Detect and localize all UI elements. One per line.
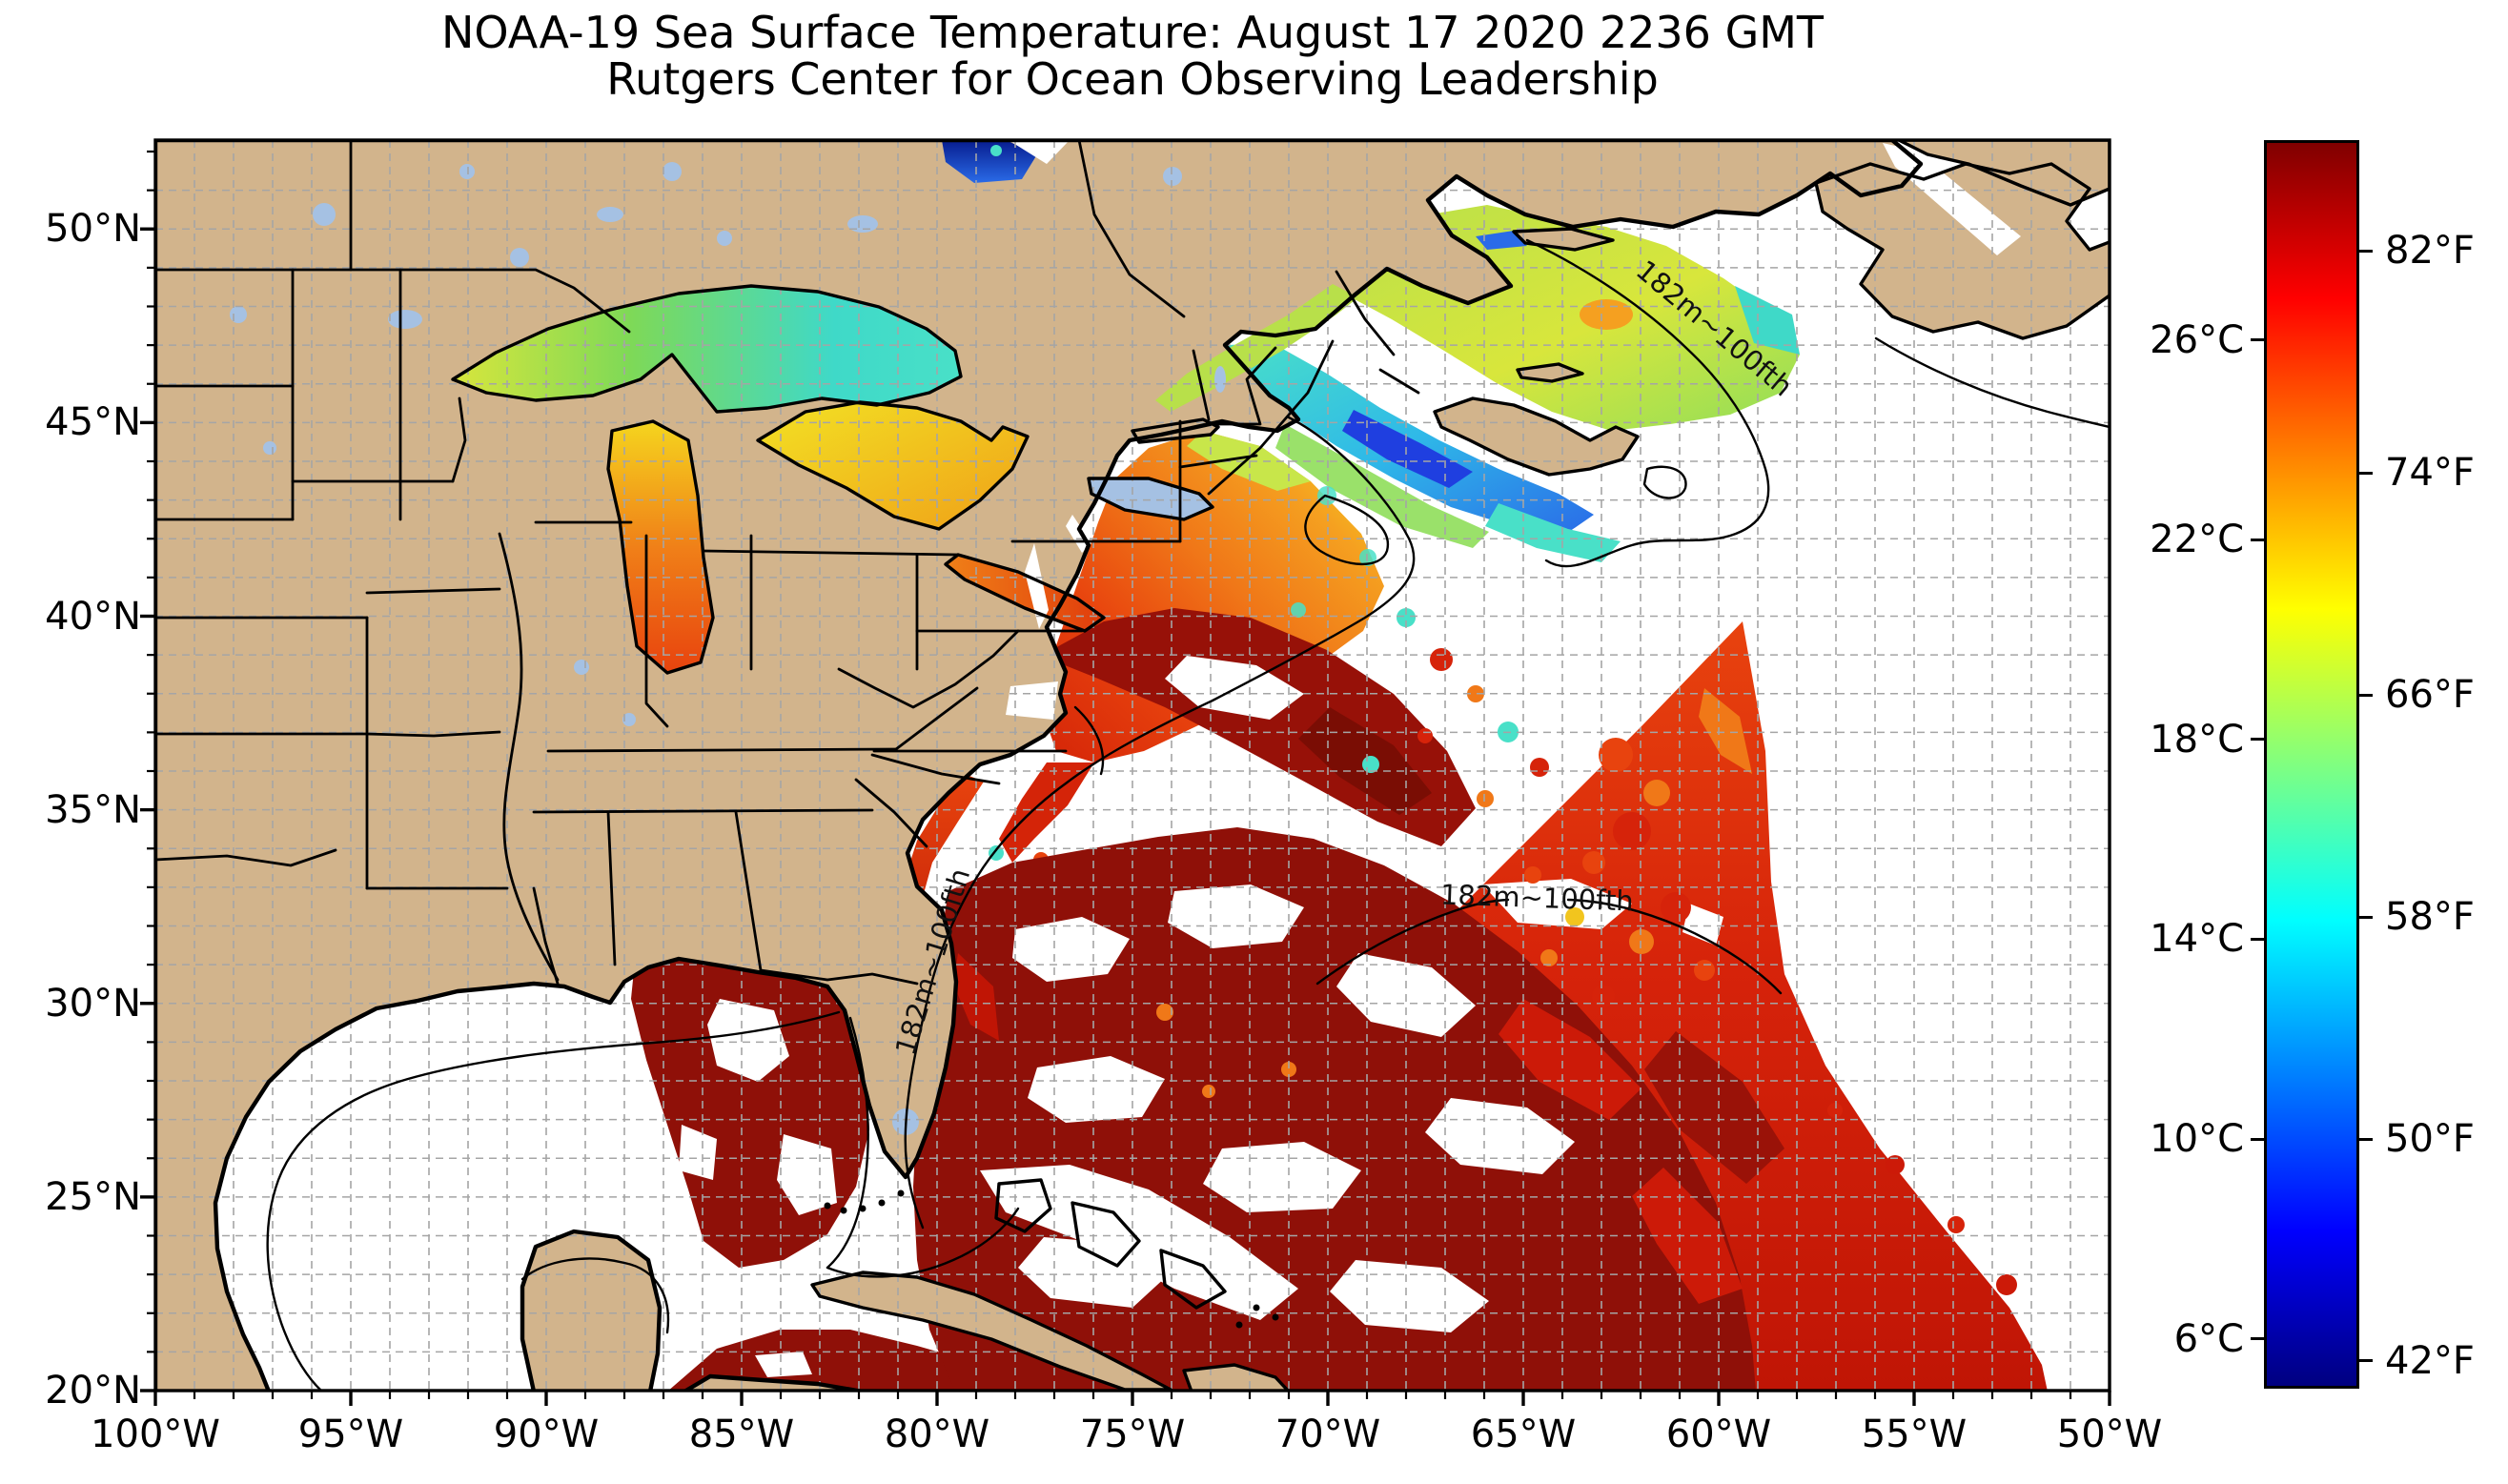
colorbar-tick xyxy=(2359,471,2373,475)
graticule xyxy=(155,140,2110,1391)
colorbar-fahrenheit-label: 74°F xyxy=(2385,451,2475,496)
sst-ocean-layer xyxy=(631,205,2048,1391)
colorbar-fahrenheit-label: 66°F xyxy=(2385,673,2475,718)
chesapeake-bay xyxy=(1025,543,1049,629)
colorbar-tick xyxy=(2359,915,2373,919)
colorbar-celsius-label: 26°C xyxy=(2150,317,2244,362)
colorbar-tick xyxy=(2251,1137,2264,1141)
hudson-bay-sst xyxy=(942,140,1037,183)
map-plot-area: 182m~100fth 182m~100fth 182m~100fth xyxy=(155,140,2110,1391)
page-title: NOAA-19 Sea Surface Temperature: August … xyxy=(440,7,1824,58)
delaware-bay xyxy=(1066,515,1091,553)
colorbar-celsius-label: 14°C xyxy=(2150,917,2244,962)
colorbar-tick xyxy=(2251,538,2264,541)
lon-tick-label: 70°W xyxy=(1274,1413,1381,1456)
colorbar-fahrenheit-label: 50°F xyxy=(2385,1117,2475,1161)
colorbar-tick xyxy=(2359,1359,2373,1363)
state-borders xyxy=(155,140,1420,986)
lon-tick-label: 50°W xyxy=(2056,1413,2163,1456)
florida-keys xyxy=(824,1189,905,1214)
st-lawrence-estuary xyxy=(1155,284,1358,412)
colorbar-celsius-label: 6°C xyxy=(2173,1316,2244,1361)
colorbar-tick xyxy=(2251,1337,2264,1341)
colorbar-celsius-label: 22°C xyxy=(2150,518,2244,562)
lon-tick-label: 85°W xyxy=(688,1413,795,1456)
page-subtitle: Rutgers Center for Ocean Observing Leade… xyxy=(606,53,1659,105)
lon-tick-label: 55°W xyxy=(1861,1413,1968,1456)
colorbar-tick xyxy=(2251,338,2264,342)
colorbar-fahrenheit-label: 58°F xyxy=(2385,895,2475,940)
lat-tick-label: 30°N xyxy=(45,981,141,1026)
depth-contour-layer xyxy=(266,238,2110,1391)
colorbar-tick xyxy=(2359,1137,2373,1141)
temperature-colorbar xyxy=(2264,140,2359,1389)
lon-tick-label: 100°W xyxy=(91,1413,220,1456)
bahama-banks xyxy=(994,1178,1279,1329)
colorbar-celsius-label: 10°C xyxy=(2150,1117,2244,1161)
lat-tick-label: 20°N xyxy=(45,1369,141,1413)
colorbar-fahrenheit-label: 42°F xyxy=(2385,1338,2475,1383)
boundary-layer xyxy=(155,140,2110,1391)
lat-tick-label: 35°N xyxy=(45,787,141,832)
lon-tick-label: 65°W xyxy=(1470,1413,1577,1456)
lon-tick-label: 60°W xyxy=(1665,1413,1772,1456)
colorbar-tick xyxy=(2251,937,2264,941)
colorbar-tick xyxy=(2251,738,2264,742)
pamlico-sound xyxy=(1006,681,1058,720)
lon-tick-label: 90°W xyxy=(493,1413,600,1456)
depth-label-atlantic: 182m~100fth xyxy=(1439,878,1634,917)
lat-tick-label: 40°N xyxy=(45,594,141,639)
lat-tick-label: 45°N xyxy=(45,400,141,445)
lat-tick-label: 50°N xyxy=(45,207,141,252)
lon-tick-label: 75°W xyxy=(1079,1413,1186,1456)
lon-tick-label: 95°W xyxy=(297,1413,404,1456)
colorbar-tick xyxy=(2359,249,2373,253)
colorbar-tick xyxy=(2359,693,2373,697)
map-frame xyxy=(153,138,2111,1393)
lon-tick-label: 80°W xyxy=(884,1413,990,1456)
lat-tick-label: 25°N xyxy=(45,1174,141,1219)
colorbar-fahrenheit-label: 82°F xyxy=(2385,229,2475,274)
colorbar-celsius-label: 18°C xyxy=(2150,717,2244,762)
